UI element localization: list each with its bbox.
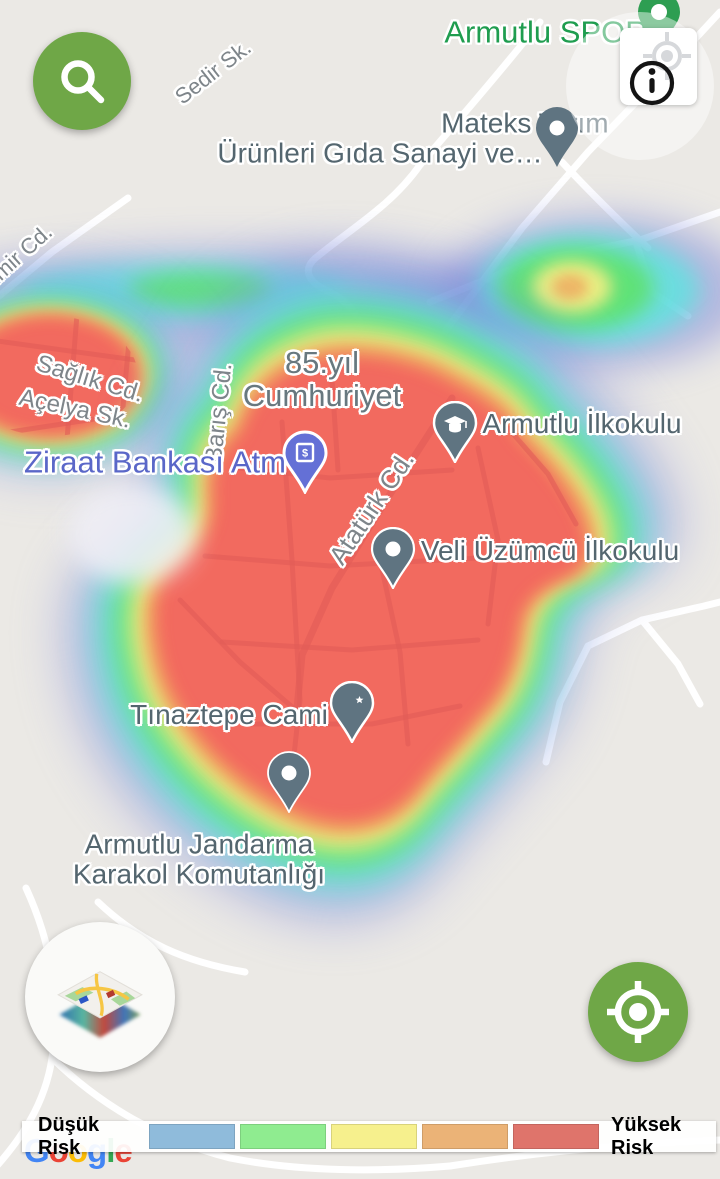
- place-pin-icon: [536, 107, 578, 167]
- poi-label-jandarma[interactable]: Armutlu Jandarma Karakol Komutanlığı: [73, 829, 325, 888]
- legend-swatch-green: [240, 1124, 327, 1149]
- area-label-85yil-cumhuriyet: 85.yıl Cumhuriyet: [242, 345, 402, 413]
- poi-label-ziraat-bankasi-atm[interactable]: Ziraat Bankası Atm: [24, 444, 286, 480]
- legend-swatch-red: [513, 1124, 600, 1149]
- school-pin-icon: [432, 401, 478, 463]
- search-button[interactable]: [33, 32, 131, 130]
- armutlu-ilkokulu-pin[interactable]: [432, 401, 478, 463]
- svg-text:$: $: [302, 448, 308, 460]
- poi-label-armutlu-spor[interactable]: Armutlu SPOR: [444, 14, 648, 50]
- info-button[interactable]: [620, 28, 697, 106]
- poi-label-tinaztepe-cami[interactable]: Tınaztepe Cami: [130, 699, 328, 731]
- area-label-line2: Cumhuriyet: [242, 378, 402, 413]
- mosque-pin-icon: [329, 681, 375, 743]
- tinaztepe-cami-pin[interactable]: [329, 681, 375, 743]
- poi-label-jandarma-line1: Armutlu Jandarma: [84, 828, 314, 860]
- crosshair-target-icon: [607, 981, 669, 1043]
- poi-label-armutlu-ilkokulu[interactable]: Armutlu İlkokulu: [482, 408, 682, 440]
- legend-swatch-blue: [149, 1124, 236, 1149]
- search-icon: [61, 60, 105, 104]
- poi-label-jandarma-line2: Karakol Komutanlığı: [72, 858, 326, 889]
- jandarma-pin[interactable]: [266, 751, 312, 813]
- armutlu-spor-pin[interactable]: [636, 0, 682, 52]
- info-circle-icon: [629, 60, 675, 106]
- map-layers-button[interactable]: [25, 922, 175, 1072]
- stacked-map-layers-icon: [57, 971, 143, 1038]
- legend-swatch-orange: [422, 1124, 509, 1149]
- legend-swatches: [149, 1124, 600, 1149]
- poi-label-veli-uzumcu-ilkokulu[interactable]: Veli Üzümcü İlkokulu: [420, 535, 680, 567]
- poi-label-mateks-line2: Ürünleri Gıda Sanayi ve…: [217, 137, 543, 168]
- veli-uzumcu-pin[interactable]: [370, 527, 416, 589]
- legend-low-label: Düşük Risk: [38, 1113, 100, 1159]
- poi-label-mateks-line1: Mateks Tarım: [441, 107, 609, 139]
- mateks-pin[interactable]: [534, 106, 580, 168]
- poi-label-mateks[interactable]: Mateks Tarım Ürünleri Gıda Sanayi ve…: [217, 108, 608, 168]
- place-pin-icon: [267, 751, 311, 813]
- my-location-button[interactable]: [588, 962, 688, 1062]
- place-pin-icon: [370, 527, 416, 589]
- risk-legend-bar: Düşük Risk Yüksek Risk: [22, 1114, 716, 1159]
- ziraat-atm-pin[interactable]: $: [281, 430, 329, 494]
- sports-pin-icon: [638, 0, 680, 51]
- area-label-line1: 85.yıl: [284, 345, 360, 381]
- legend-high-label: Yüksek Risk: [611, 1113, 682, 1159]
- legend-swatch-yellow: [331, 1124, 418, 1149]
- atm-pin-icon: $: [282, 430, 328, 494]
